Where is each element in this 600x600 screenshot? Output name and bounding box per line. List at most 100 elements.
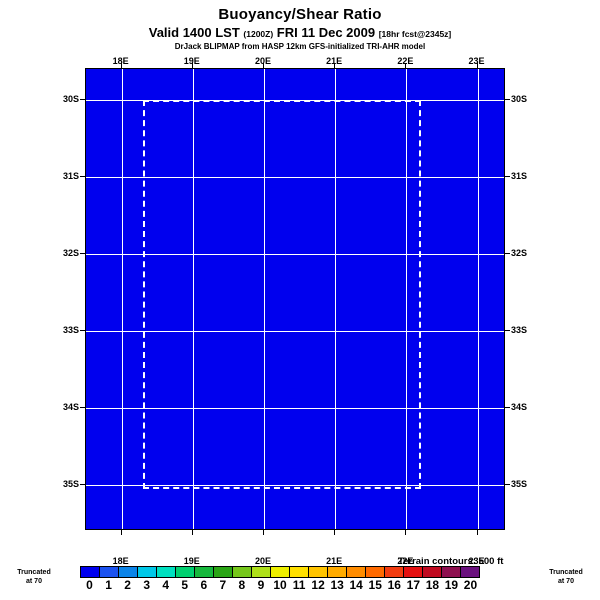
lat-tick-label-left-32S: 32S [62,247,79,258]
lon-tick-label-20E: 20E [254,556,271,566]
lon-tick-label-18E: 18E [112,56,129,66]
lat-tick-label-right-30S: 30S [511,93,528,104]
valid-time-subtitle: Valid 1400 LST (1200Z) FRI 11 Dec 2009 [… [0,25,600,40]
lat-tick-mark [505,406,510,408]
valid-time-local: Valid 1400 LST [148,25,240,40]
color-swatch-20 [461,567,479,577]
lat-tick-label-left-35S: 35S [62,478,79,489]
color-swatch-2 [119,567,138,577]
lat-tick-mark [505,329,510,331]
color-scale-tick-5: 5 [181,578,189,592]
lon-tick-mark [405,63,407,68]
color-scale-tick-14: 14 [349,578,363,592]
color-scale-tick-17: 17 [406,578,421,592]
color-swatch-9 [252,567,271,577]
color-scale-tick-15: 15 [368,578,382,592]
color-scale-tick-3: 3 [143,578,150,592]
lon-tick-label-21E: 21E [326,556,343,566]
lat-tick-mark [80,175,85,177]
buoyancy-shear-ratio-field [86,69,504,529]
color-scale-tick-11: 11 [292,578,306,592]
lat-tick-mark [80,329,85,331]
lon-tick-label-18E: 18E [112,556,129,566]
forecast-hour: [18hr fcst@2345z] [378,29,452,39]
color-scale-tick-0: 0 [86,578,93,592]
truncated-note-left: Truncated at 70 [17,569,51,585]
color-scale-labels: 0 1 2 3 4 5 6 7 8 9 10 11 12 13 14 15 16 17 18 19 20 [80,578,480,594]
truncated-note-right: Truncated at 70 [549,569,583,585]
color-swatch-0 [81,567,100,577]
color-swatch-15 [366,567,385,577]
color-scale-tick-8: 8 [238,578,246,592]
color-scale-tick-2: 2 [124,578,131,592]
color-swatch-18 [423,567,442,577]
color-scale-tick-13: 13 [330,578,344,592]
color-swatch-16 [385,567,404,577]
lat-tick-label-right-31S: 31S [511,170,528,181]
lon-tick-mark [334,63,336,68]
lat-tick-mark [80,98,85,100]
page-title: Buoyancy/Shear Ratio [218,6,382,23]
color-swatch-17 [404,567,423,577]
color-scale-tick-4: 4 [162,578,170,592]
color-swatch-1 [100,567,119,577]
lat-tick-mark [505,252,510,254]
color-swatch-19 [442,567,461,577]
lon-tick-mark [120,63,122,68]
color-swatch-4 [157,567,176,577]
color-swatch-6 [195,567,214,577]
color-swatch-7 [214,567,233,577]
color-swatch-5 [176,567,195,577]
color-scale-tick-9: 9 [257,578,265,592]
lon-tick-mark [262,530,264,535]
map-panel[interactable] [85,68,505,530]
color-scale-tick-10: 10 [273,578,287,592]
valid-time-utc: (1200Z) [243,29,274,39]
lon-tick-label-21E: 21E [326,56,343,66]
lon-tick-mark [476,63,478,68]
lat-tick-mark [80,406,85,408]
lat-tick-label-left-31S: 31S [62,170,79,181]
lat-tick-label-right-34S: 34S [511,401,528,412]
color-scale-bar[interactable] [80,566,480,578]
color-scale-tick-20: 20 [463,578,478,592]
lat-tick-label-right-35S: 35S [511,478,528,489]
lon-tick-mark [262,63,264,68]
valid-date: FRI 11 Dec 2009 [276,25,376,40]
color-swatch-3 [138,567,157,577]
lon-tick-mark [191,63,193,68]
color-scale-tick-7: 7 [219,578,227,592]
lon-tick-mark [120,530,122,535]
lon-tick-label-19E: 19E [183,56,200,66]
lon-tick-label-19E: 19E [183,556,200,566]
lon-tick-label-22E: 22E [397,56,414,66]
lat-tick-label-left-30S: 30S [62,93,79,104]
lon-tick-label-23E: 23E [468,556,485,566]
lat-tick-label-left-33S: 33S [62,324,79,335]
color-scale-tick-18: 18 [425,578,440,592]
color-scale-tick-19: 19 [444,578,459,592]
lat-tick-label-left-34S: 34S [62,401,79,412]
lon-tick-label-20E: 20E [254,56,271,66]
lon-tick-label-22E: 22E [397,556,414,566]
model-source-line: DrJack BLIPMAP from HASP 12km GFS-initia… [174,42,426,51]
color-swatch-10 [271,567,290,577]
color-swatch-13 [328,567,347,577]
lat-tick-mark [505,98,510,100]
lat-tick-mark [80,483,85,485]
lon-tick-label-23E: 23E [468,56,485,66]
lat-tick-mark [505,175,510,177]
color-scale-tick-16: 16 [387,578,401,592]
lat-tick-label-right-33S: 33S [511,324,528,335]
lon-tick-mark [476,530,478,535]
lon-tick-mark [334,530,336,535]
terrain-contour-note: Terrain contours: 500 ft [398,556,504,567]
lat-tick-label-right-32S: 32S [511,247,528,258]
color-swatch-11 [290,567,309,577]
lat-tick-mark [505,483,510,485]
map-frame [85,68,505,530]
color-scale-tick-1: 1 [105,578,112,592]
lon-tick-mark [405,530,407,535]
color-scale-tick-12: 12 [311,578,325,592]
